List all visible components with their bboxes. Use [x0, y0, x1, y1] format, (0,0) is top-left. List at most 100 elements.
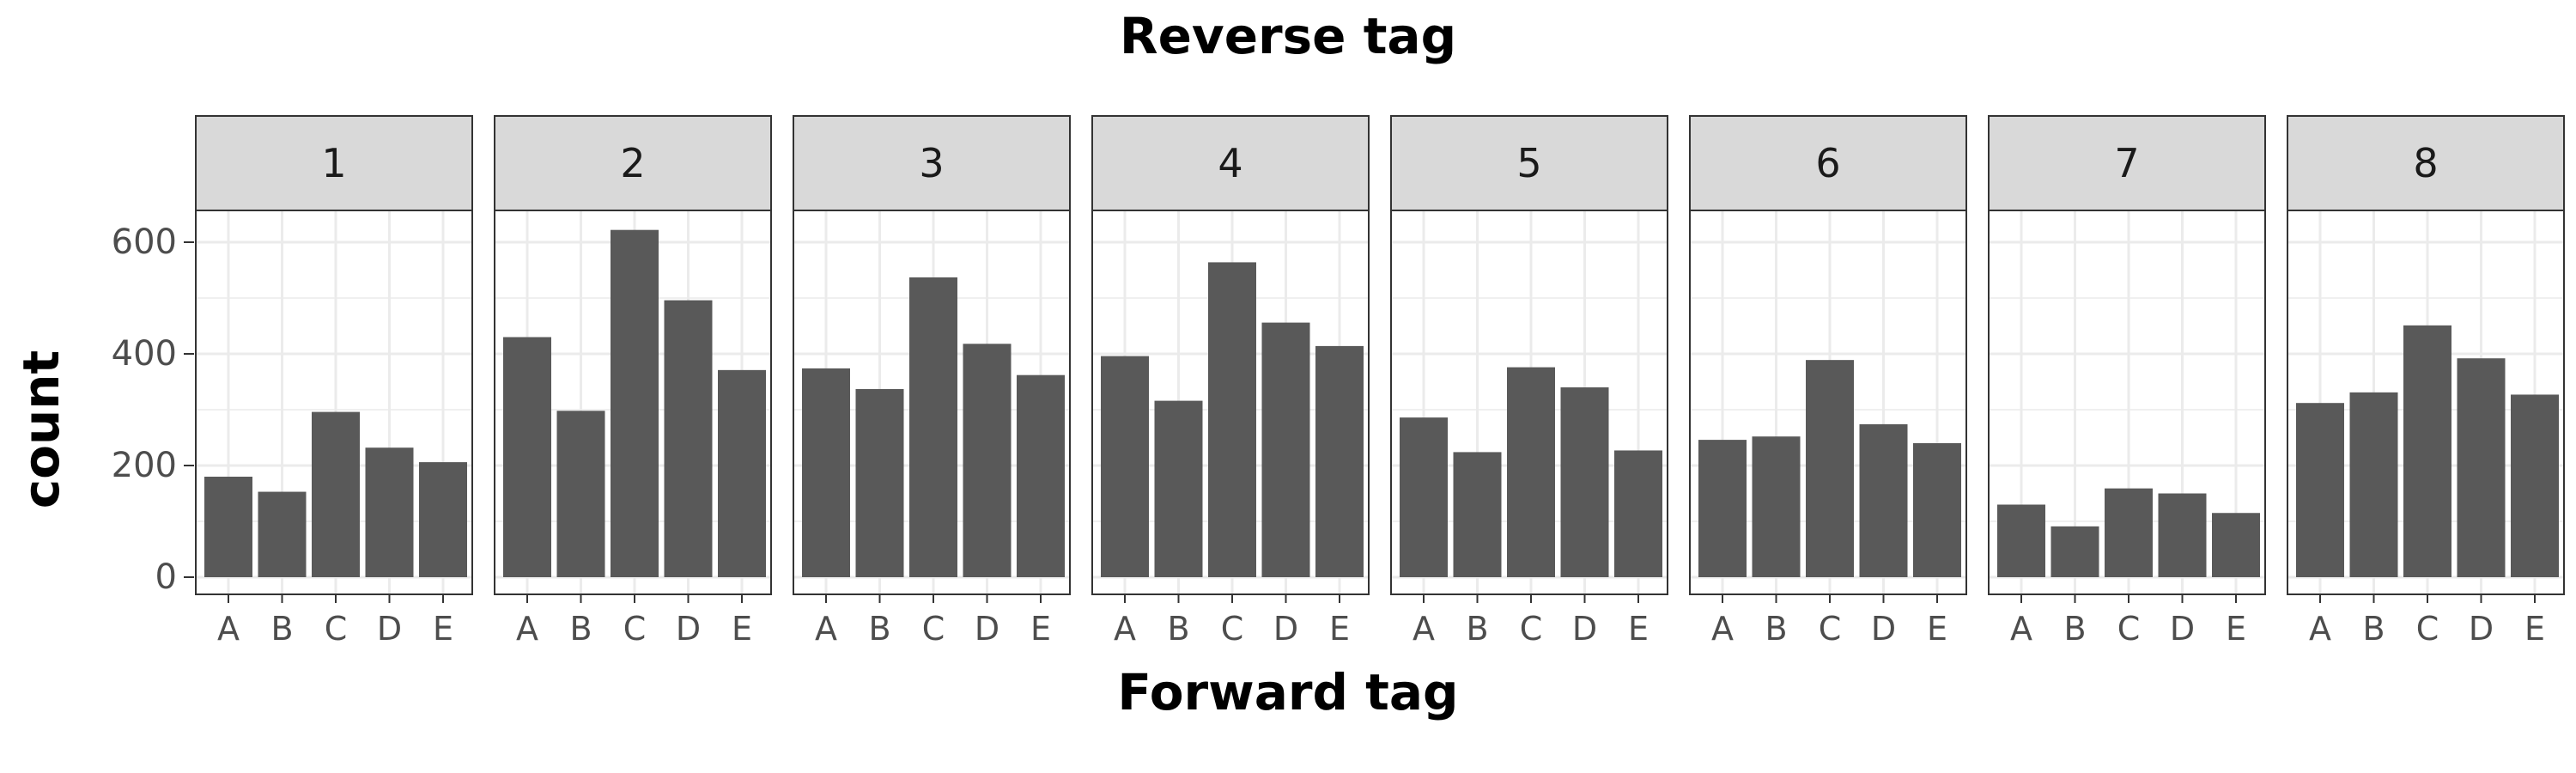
- x-tick-label: A: [516, 610, 538, 648]
- x-tick-label: B: [1167, 610, 1189, 648]
- bar-1-D: [365, 447, 414, 577]
- bar-2-A: [503, 337, 551, 577]
- facet-strip: [494, 115, 772, 211]
- x-tick-label: E: [1329, 610, 1350, 648]
- x-tick-label: A: [2010, 610, 2032, 648]
- x-tick-label: A: [2309, 610, 2331, 648]
- bar-3-D: [963, 344, 1012, 577]
- facet-strip-label: 6: [1815, 140, 1840, 186]
- bar-5-C: [1507, 367, 1555, 577]
- x-tick-label: B: [1466, 610, 1488, 648]
- facet-strip: [793, 115, 1071, 211]
- y-tick-label: 600: [112, 222, 177, 262]
- bar-1-A: [204, 477, 252, 577]
- x-tick-label: C: [2416, 610, 2439, 648]
- bar-4-E: [1315, 345, 1364, 577]
- bar-8-E: [2511, 394, 2559, 577]
- x-tick-label: C: [325, 610, 348, 648]
- x-tick-label: C: [2117, 610, 2141, 648]
- x-tick-label: E: [1628, 610, 1649, 648]
- bar-2-B: [556, 411, 605, 577]
- x-tick-label: C: [922, 610, 945, 648]
- facet-strip: [2287, 115, 2565, 211]
- facet-panel-6: 6 A B C D E: [1689, 115, 1967, 648]
- bar-7-C: [2105, 488, 2153, 577]
- bar-1-C: [312, 411, 360, 577]
- facet-panel-7: 7 A B C D E: [1988, 115, 2266, 648]
- bar-7-D: [2158, 493, 2207, 577]
- x-tick-label: E: [2524, 610, 2545, 648]
- x-tick-label: D: [1572, 610, 1597, 648]
- bar-8-C: [2403, 325, 2451, 577]
- facet-strip: [1390, 115, 1668, 211]
- facet-panel-4: 4 A B C D E: [1091, 115, 1370, 648]
- x-tick-label: E: [433, 610, 453, 648]
- facet-strip: [1689, 115, 1967, 211]
- facet-strip: [1988, 115, 2266, 211]
- x-tick-label: D: [377, 610, 402, 648]
- facet-title: Reverse tag: [1119, 7, 1457, 65]
- facet-strip: [195, 115, 473, 211]
- bar-7-B: [2050, 526, 2099, 577]
- facet-panel-2: 2 A B C D E: [494, 115, 772, 648]
- facet-strip: [1091, 115, 1370, 211]
- x-axis-title: Forward tag: [1117, 663, 1459, 721]
- facet-panel-3: 3 A B C D E: [793, 115, 1071, 648]
- x-tick-label: B: [2063, 610, 2086, 648]
- x-tick-label: A: [217, 610, 240, 648]
- bar-7-E: [2212, 513, 2260, 577]
- facet-strip-label: 1: [321, 140, 346, 186]
- bar-7-A: [1997, 504, 2045, 577]
- bar-4-A: [1101, 356, 1149, 577]
- x-tick-label: A: [1413, 610, 1435, 648]
- y-tick-label: 400: [112, 334, 177, 374]
- x-tick-label: D: [975, 610, 999, 648]
- x-tick-label: D: [2170, 610, 2195, 648]
- bar-6-B: [1752, 436, 1801, 577]
- x-tick-label: E: [732, 610, 752, 648]
- bar-4-C: [1208, 262, 1256, 577]
- bar-3-C: [909, 277, 957, 577]
- bar-8-D: [2457, 358, 2506, 577]
- facet-strip-label: 7: [2114, 140, 2139, 186]
- x-tick-label: B: [2362, 610, 2385, 648]
- bar-2-E: [718, 369, 766, 577]
- bar-4-D: [1261, 322, 1310, 577]
- bar-3-B: [855, 388, 904, 577]
- bar-3-E: [1017, 374, 1065, 577]
- bar-1-E: [419, 462, 467, 577]
- x-tick-label: E: [2226, 610, 2246, 648]
- y-tick-label: 0: [155, 557, 177, 597]
- x-tick-label: C: [623, 610, 647, 648]
- x-tick-label: A: [1711, 610, 1734, 648]
- bar-5-A: [1400, 417, 1448, 577]
- facet-strip-label: 5: [1516, 140, 1541, 186]
- x-tick-label: A: [815, 610, 837, 648]
- bar-4-B: [1154, 400, 1203, 577]
- bar-2-D: [664, 300, 713, 577]
- x-tick-label: C: [1221, 610, 1244, 648]
- bar-5-B: [1453, 452, 1502, 577]
- bar-6-E: [1913, 443, 1961, 577]
- x-tick-label: D: [2469, 610, 2494, 648]
- bar-8-B: [2349, 392, 2398, 577]
- bar-5-D: [1560, 387, 1609, 577]
- facet-panel-5: 5 A B C D E: [1390, 115, 1668, 648]
- x-tick-label: B: [270, 610, 293, 648]
- bar-5-E: [1614, 450, 1662, 577]
- x-tick-label: E: [1927, 610, 1947, 648]
- facet-strip-label: 3: [919, 140, 944, 186]
- x-tick-label: A: [1114, 610, 1136, 648]
- bar-3-A: [802, 368, 850, 577]
- x-tick-label: B: [1765, 610, 1787, 648]
- x-tick-label: D: [1273, 610, 1298, 648]
- bar-8-A: [2296, 403, 2344, 577]
- bar-6-C: [1806, 360, 1854, 577]
- facet-panel-8: 8 A B C D E: [2287, 115, 2565, 648]
- x-tick-label: C: [1819, 610, 1842, 648]
- bar-6-A: [1698, 440, 1747, 577]
- facet-strip-label: 8: [2413, 140, 2438, 186]
- facet-strip-label: 4: [1218, 140, 1242, 186]
